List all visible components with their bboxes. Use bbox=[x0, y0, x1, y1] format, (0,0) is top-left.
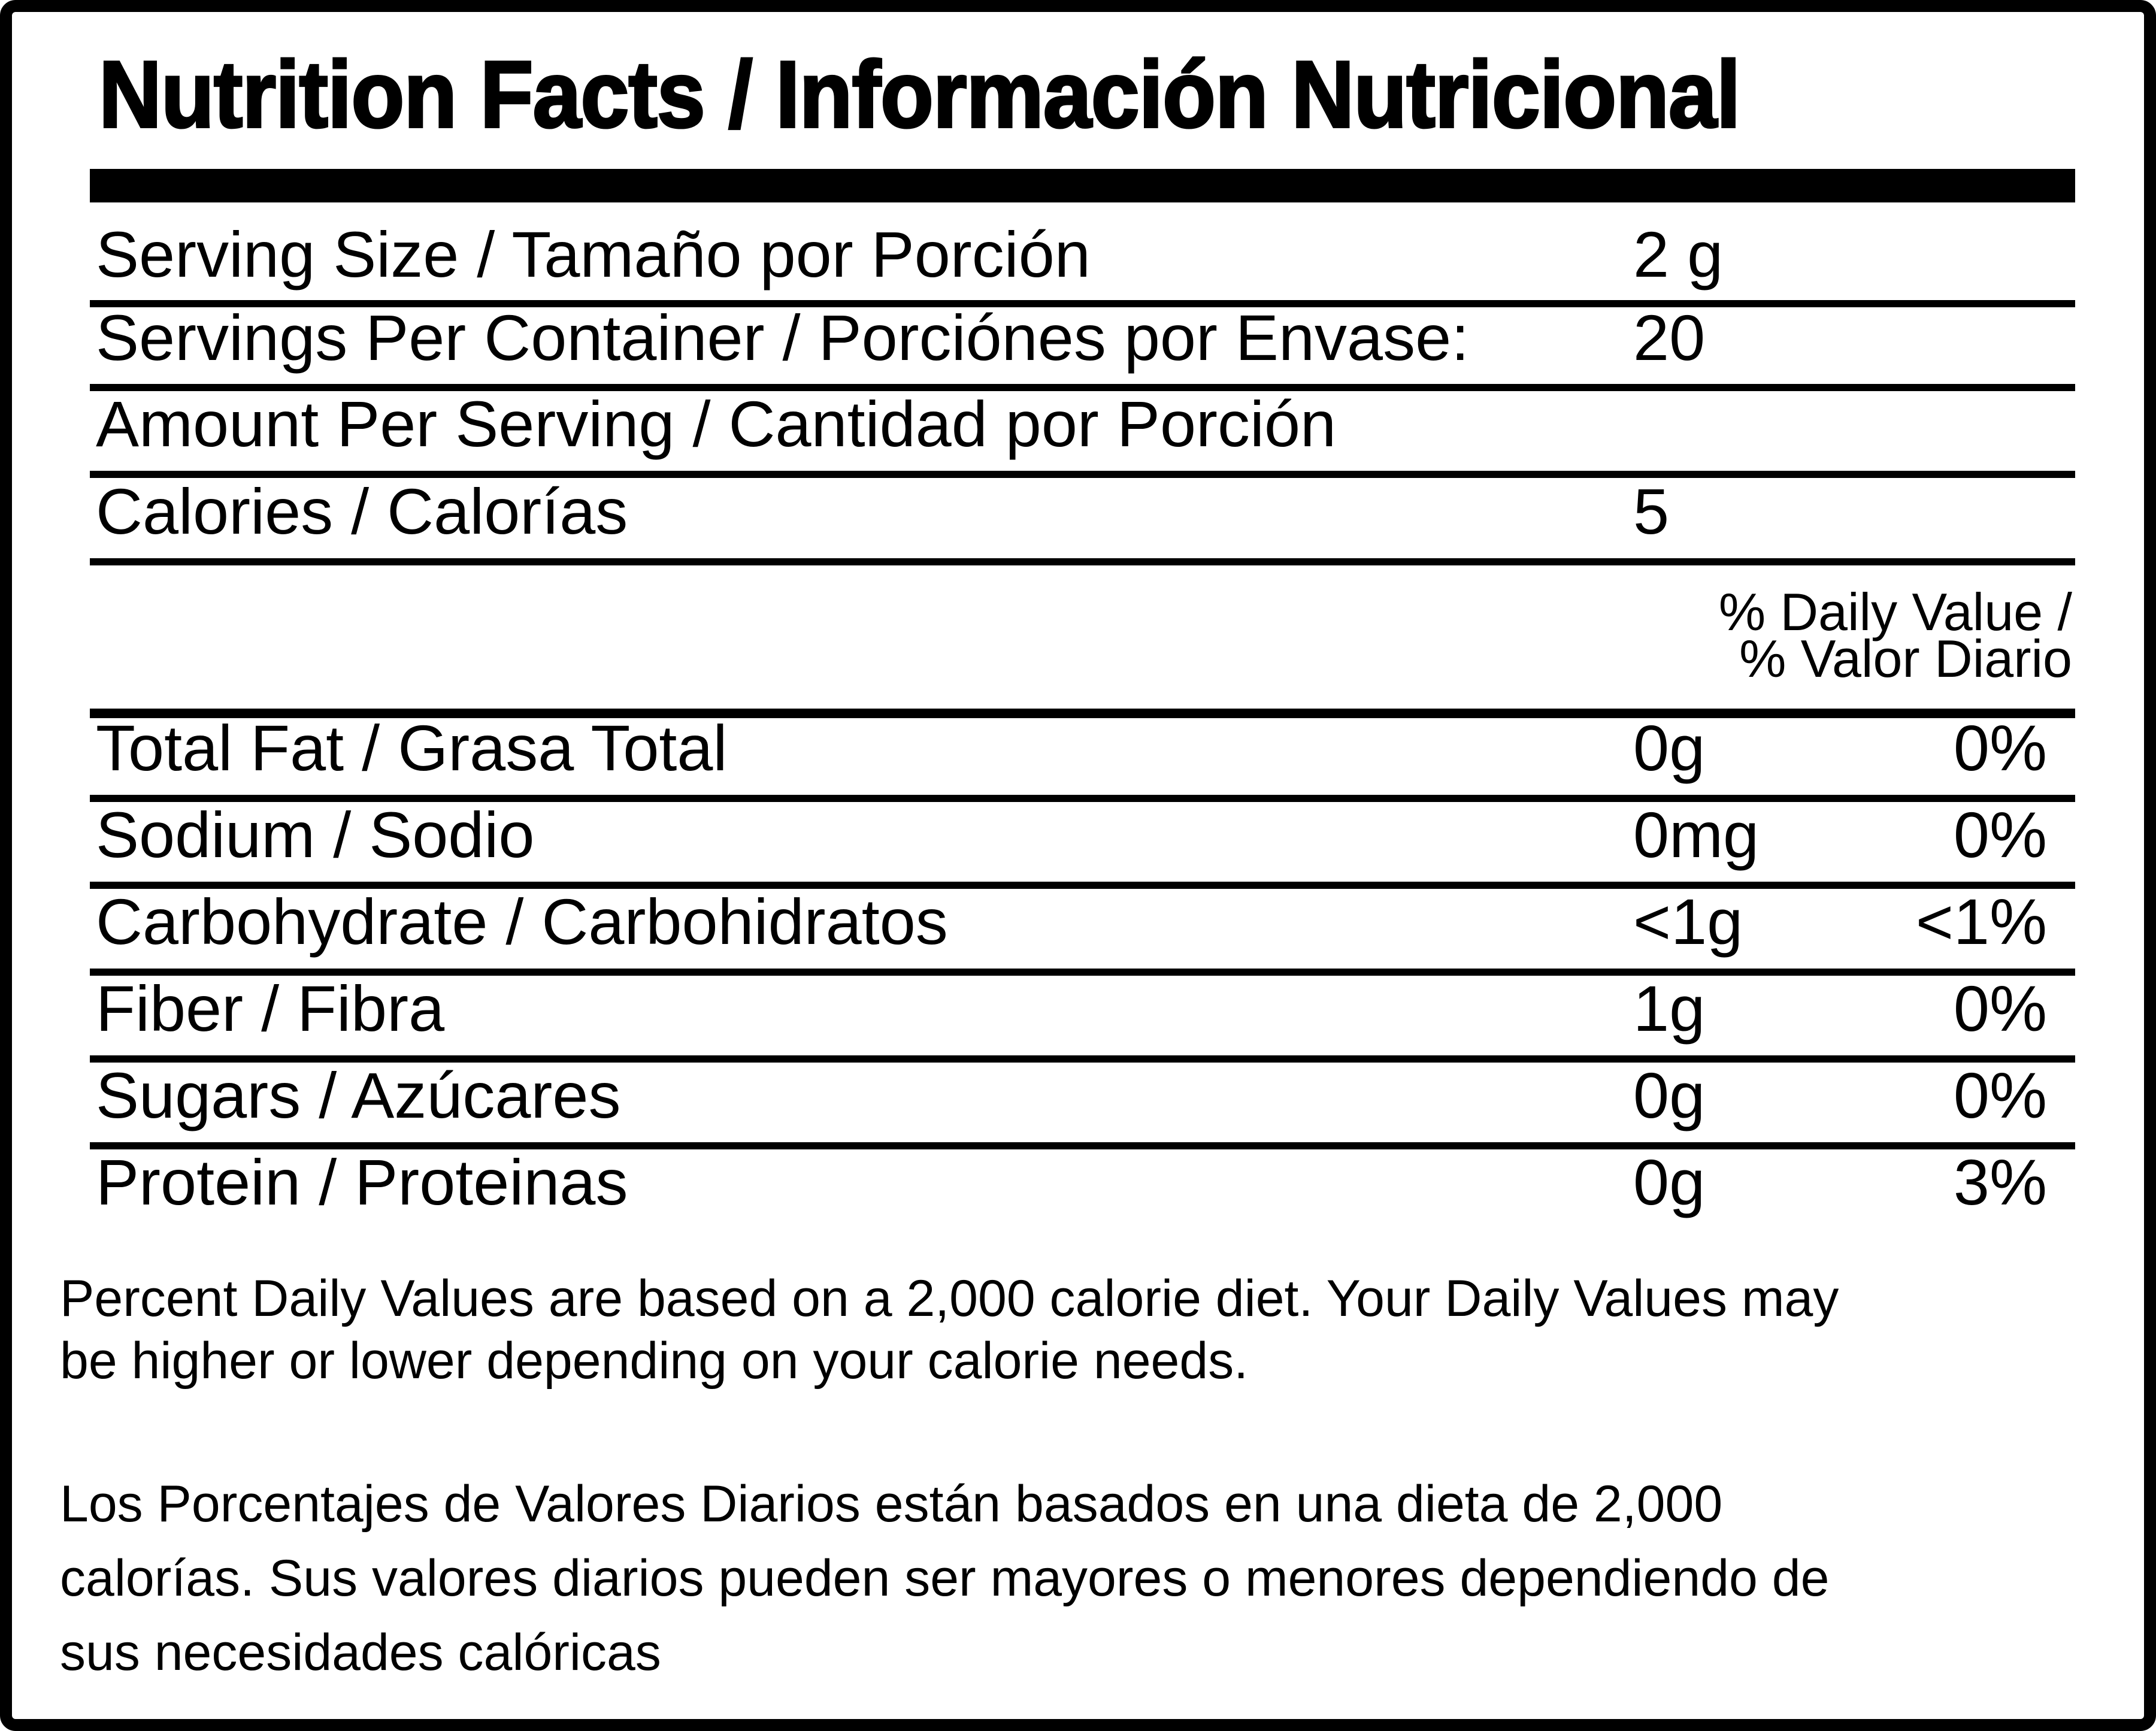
servings-per-container-value: 20 bbox=[1633, 301, 1706, 374]
divider bbox=[90, 384, 2075, 391]
calories-value: 5 bbox=[1633, 475, 1670, 547]
carbohydrate-amount: <1g bbox=[1633, 885, 1743, 958]
divider bbox=[90, 558, 2075, 565]
footnote-spanish-line3: sus necesidades calóricas bbox=[60, 1624, 661, 1681]
serving-size-value: 2 g bbox=[1633, 218, 1724, 290]
divider bbox=[90, 882, 2075, 889]
fiber-percent: 0% bbox=[1953, 972, 2047, 1045]
label-title: Nutrition Facts / Información Nutriciona… bbox=[98, 42, 1742, 147]
daily-value-header-line1: % Daily Value / bbox=[1718, 582, 2072, 641]
serving-size-label: Serving Size / Tamaño por Porción bbox=[96, 218, 1091, 290]
amount-per-serving-label: Amount Per Serving / Cantidad por Porció… bbox=[96, 388, 1337, 460]
fiber-amount: 1g bbox=[1633, 972, 1706, 1045]
sodium-label: Sodium / Sodio bbox=[96, 798, 535, 871]
sugars-amount: 0g bbox=[1633, 1059, 1706, 1131]
divider bbox=[90, 969, 2075, 976]
daily-value-header-line2: % Valor Diario bbox=[1739, 629, 2072, 688]
carbohydrate-label: Carbohydrate / Carbohidratos bbox=[96, 885, 948, 958]
protein-amount: 0g bbox=[1633, 1146, 1706, 1218]
sugars-percent: 0% bbox=[1953, 1059, 2047, 1131]
divider bbox=[90, 300, 2075, 307]
divider bbox=[90, 795, 2075, 802]
heavy-divider bbox=[90, 709, 2075, 718]
footnote-english-line2: be higher or lower depending on your cal… bbox=[60, 1332, 1249, 1390]
protein-label: Protein / Proteinas bbox=[96, 1146, 628, 1218]
total-fat-percent: 0% bbox=[1953, 712, 2047, 784]
carbohydrate-percent: <1% bbox=[1915, 885, 2047, 958]
servings-per-container-label: Servings Per Container / Porciónes por E… bbox=[96, 301, 1470, 374]
title-separator-bar bbox=[90, 169, 2075, 202]
footnote-spanish-line2: calorías. Sus valores diarios pueden ser… bbox=[60, 1550, 1830, 1607]
divider bbox=[90, 1142, 2075, 1149]
footnote-english-line1: Percent Daily Values are based on a 2,00… bbox=[60, 1270, 1839, 1327]
fiber-label: Fiber / Fibra bbox=[96, 972, 445, 1045]
total-fat-amount: 0g bbox=[1633, 712, 1706, 784]
total-fat-label: Total Fat / Grasa Total bbox=[96, 712, 728, 784]
divider bbox=[90, 1055, 2075, 1063]
divider bbox=[90, 471, 2075, 478]
sodium-percent: 0% bbox=[1953, 798, 2047, 871]
sugars-label: Sugars / Azúcares bbox=[96, 1059, 621, 1131]
footnote-spanish-line1: Los Porcentajes de Valores Diarios están… bbox=[60, 1475, 1723, 1533]
protein-percent: 3% bbox=[1953, 1146, 2047, 1218]
calories-label: Calories / Calorías bbox=[96, 475, 628, 547]
sodium-amount: 0mg bbox=[1633, 798, 1760, 871]
